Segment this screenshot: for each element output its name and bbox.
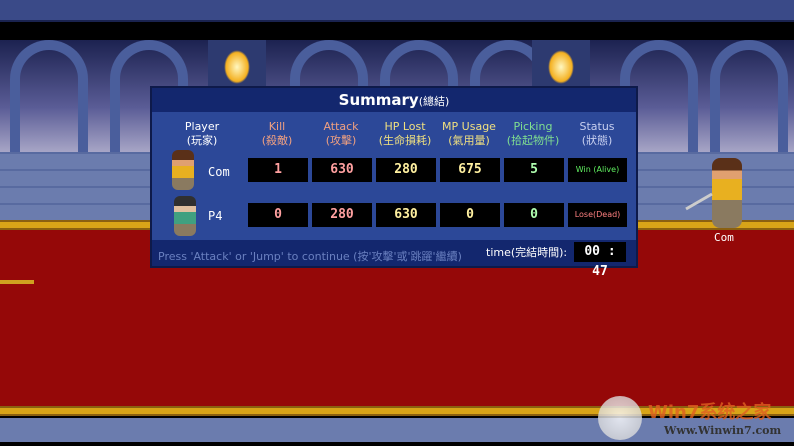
- mp-usage-value: 675: [440, 158, 500, 182]
- player-avatar-com: [172, 150, 194, 190]
- continue-prompt: Press 'Attack' or 'Jump' to continue (按'…: [158, 250, 462, 263]
- summary-footer: [152, 240, 636, 266]
- torch-flame-icon: [224, 50, 250, 84]
- character-sprite-com: [712, 158, 742, 228]
- summary-title: Summary(總結): [152, 88, 636, 112]
- player-avatar-p4: [174, 196, 196, 236]
- gold-border: [0, 406, 794, 416]
- time-value: 00 : 47: [574, 242, 626, 279]
- watermark-url: Www.Winwin7.com: [664, 424, 782, 437]
- arch: [10, 40, 88, 152]
- summary-panel: Summary(總結) Player (玩家) Kill (殺敵) Attack (攻…: [150, 86, 638, 279]
- weapon-item: [0, 280, 34, 284]
- arch: [710, 40, 788, 152]
- header-kill: Kill (殺敵): [261, 120, 293, 147]
- windows-logo-icon: [598, 396, 642, 440]
- header-attack: Attack (攻擊): [323, 120, 359, 147]
- hp-lost-value: 280: [376, 158, 436, 182]
- header-status: Status (狀態): [579, 120, 615, 147]
- player-name: Com: [208, 165, 230, 179]
- attack-value: 280: [312, 203, 372, 227]
- top-band: [0, 0, 794, 22]
- header-hp-lost: HP Lost (生命損耗): [378, 120, 432, 147]
- time-label: time(完結時間):: [486, 246, 568, 259]
- hp-lost-value: 630: [376, 203, 436, 227]
- mp-usage-value: 0: [440, 203, 500, 227]
- header-picking: Picking (拾起物件): [506, 120, 560, 147]
- character-label: Com: [714, 231, 734, 244]
- kill-value: 1: [248, 158, 308, 182]
- status-badge: Win (Alive): [568, 158, 627, 182]
- stone-wall-bottom: [0, 418, 794, 442]
- picking-value: 0: [504, 203, 564, 227]
- header-player: Player (玩家): [184, 120, 220, 147]
- picking-value: 5: [504, 158, 564, 182]
- attack-value: 630: [312, 158, 372, 182]
- torch-flame-icon: [548, 50, 574, 84]
- status-badge: Lose(Dead): [568, 203, 627, 227]
- watermark-logo: Win7系统之家: [648, 402, 772, 423]
- player-name: P4: [208, 209, 223, 223]
- header-mp-usage: MP Usage (氣用量): [442, 120, 496, 147]
- kill-value: 0: [248, 203, 308, 227]
